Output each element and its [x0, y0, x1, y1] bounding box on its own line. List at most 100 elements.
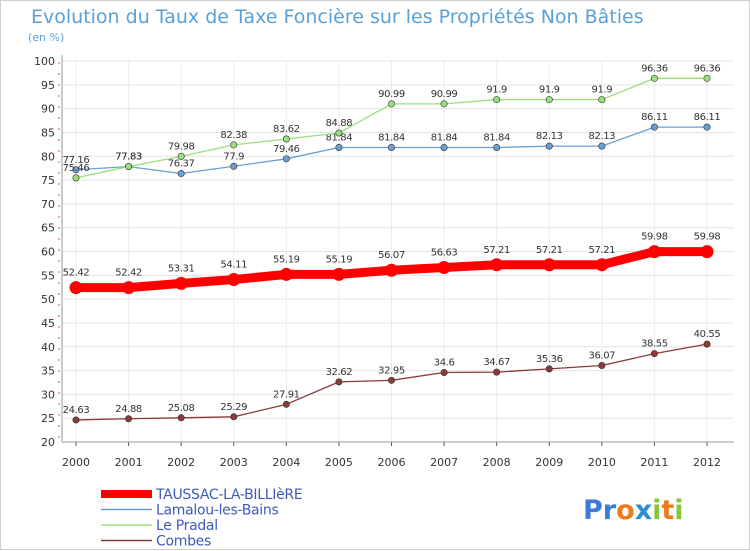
- data-point-lamalou: [545, 142, 553, 150]
- data-point-lamalou: [598, 142, 606, 150]
- data-point-pradal: [703, 74, 711, 82]
- series-layer: 24.63 24.88 25.08 25.29 27.91 32.62 32.95 34.6 3…: [63, 63, 721, 424]
- data-point-combes: [545, 365, 553, 373]
- y-tick-label: 65: [41, 222, 55, 235]
- data-label-taussac: 52.42: [63, 268, 90, 279]
- data-label-taussac: 55.19: [326, 254, 353, 265]
- data-label-pradal: 79.98: [168, 141, 195, 152]
- logo-text: Proxiti: [583, 495, 684, 526]
- data-point-pradal: [282, 135, 290, 143]
- y-tick-label: 50: [41, 293, 55, 306]
- logo-letter: P: [583, 495, 603, 526]
- data-label-combes: 34.6: [434, 357, 455, 368]
- data-point-lamalou: [282, 155, 290, 163]
- data-point-lamalou: [335, 143, 343, 151]
- data-label-pradal: 84.88: [326, 118, 353, 129]
- y-tick-label: 30: [41, 388, 55, 401]
- data-point-taussac: [700, 245, 714, 259]
- logo-letter: t: [661, 495, 674, 526]
- y-tick-label: 40: [41, 341, 55, 354]
- data-label-combes: 32.62: [326, 367, 353, 378]
- x-tick-label: 2012: [693, 456, 721, 469]
- data-label-pradal: 82.38: [220, 130, 247, 141]
- data-point-taussac: [647, 245, 661, 259]
- x-tick-label: 2003: [220, 456, 248, 469]
- data-point-lamalou: [230, 162, 238, 170]
- chart-subtitle: (en %): [28, 31, 64, 44]
- data-label-pradal: 75.46: [63, 163, 90, 174]
- series-pradal: 75.46 77.83 79.98 82.38 83.62 84.88 90.99 90.99…: [63, 63, 721, 182]
- data-point-pradal: [125, 163, 133, 171]
- data-label-combes: 25.08: [168, 403, 195, 414]
- y-tick-label: 75: [41, 174, 55, 187]
- x-tick-label: 2004: [272, 456, 300, 469]
- data-point-lamalou: [72, 166, 80, 174]
- x-tick-label: 2000: [62, 456, 90, 469]
- data-label-pradal: 91.9: [486, 85, 507, 96]
- data-label-lamalou: 81.84: [431, 132, 458, 143]
- x-tick-label: 2005: [325, 456, 353, 469]
- data-point-taussac: [437, 261, 451, 275]
- data-point-taussac: [122, 281, 136, 295]
- logo-letter: i: [674, 495, 683, 526]
- data-label-lamalou: 77.16: [63, 155, 90, 166]
- data-point-pradal: [387, 100, 395, 108]
- data-label-lamalou: 86.11: [641, 112, 668, 123]
- data-label-taussac: 57.21: [536, 245, 563, 256]
- series-combes: 24.63 24.88 25.08 25.29 27.91 32.62 32.95 34.6 3…: [63, 329, 721, 424]
- x-tick-label: 2010: [588, 456, 616, 469]
- data-label-taussac: 54.11: [220, 260, 247, 271]
- data-point-pradal: [493, 96, 501, 104]
- x-tick-label: 2007: [430, 456, 458, 469]
- legend-label-pradal: Le Pradal: [156, 518, 218, 534]
- data-point-combes: [230, 413, 238, 421]
- data-point-taussac: [332, 267, 346, 281]
- chart-title: Evolution du Taux de Taxe Foncière sur l…: [31, 6, 644, 28]
- data-label-lamalou: 82.13: [536, 131, 563, 142]
- data-point-taussac: [174, 276, 188, 290]
- data-label-lamalou: 79.46: [273, 144, 300, 155]
- data-label-pradal: 91.9: [591, 85, 612, 96]
- data-point-lamalou: [650, 123, 658, 131]
- x-tick-label: 2011: [640, 456, 668, 469]
- data-point-combes: [493, 368, 501, 376]
- data-point-taussac: [279, 267, 293, 281]
- data-label-combes: 24.88: [115, 404, 142, 415]
- data-label-combes: 27.91: [273, 389, 300, 400]
- series-taussac: 52.42 52.42 53.31 54.11 55.19 55.19 56.07 56.63…: [63, 232, 721, 295]
- data-label-combes: 34.67: [483, 357, 510, 368]
- x-tick-label: 2001: [115, 456, 143, 469]
- data-point-taussac: [595, 258, 609, 272]
- data-label-combes: 25.29: [220, 402, 247, 413]
- data-point-taussac: [542, 258, 556, 272]
- logo-letter: o: [616, 495, 635, 526]
- data-label-taussac: 56.07: [378, 250, 405, 261]
- data-point-pradal: [650, 74, 658, 82]
- legend-label-taussac: TAUSSAC-LA-BILLIèRE: [155, 487, 302, 503]
- x-tick-label: 2008: [483, 456, 511, 469]
- data-label-lamalou: 81.84: [483, 132, 510, 143]
- data-point-pradal: [335, 129, 343, 137]
- series-lamalou: 77.16 77.83 76.37 77.9 79.46 81.84 81.84 81.84 8…: [63, 112, 721, 178]
- data-label-combes: 32.95: [378, 365, 405, 376]
- data-point-combes: [650, 350, 658, 358]
- data-label-lamalou: 77.9: [223, 151, 244, 162]
- data-label-taussac: 52.42: [115, 268, 142, 279]
- data-point-combes: [335, 378, 343, 386]
- data-label-pradal: 77.83: [115, 152, 142, 163]
- data-point-taussac: [385, 263, 398, 277]
- y-tick-label: 25: [41, 412, 55, 425]
- data-label-taussac: 57.21: [483, 245, 510, 256]
- x-tick-label: 2002: [167, 456, 195, 469]
- data-label-pradal: 90.99: [378, 89, 405, 100]
- proxiti-logo: Proxiti: [583, 495, 684, 526]
- data-label-combes: 35.36: [536, 354, 563, 365]
- y-tick-label: 85: [41, 126, 55, 139]
- data-label-taussac: 53.31: [168, 263, 195, 274]
- data-label-lamalou: 86.11: [694, 112, 721, 123]
- x-tick-label: 2009: [535, 456, 563, 469]
- legend-label-lamalou: Lamalou-les-Bains: [156, 503, 278, 519]
- data-label-combes: 38.55: [641, 339, 668, 350]
